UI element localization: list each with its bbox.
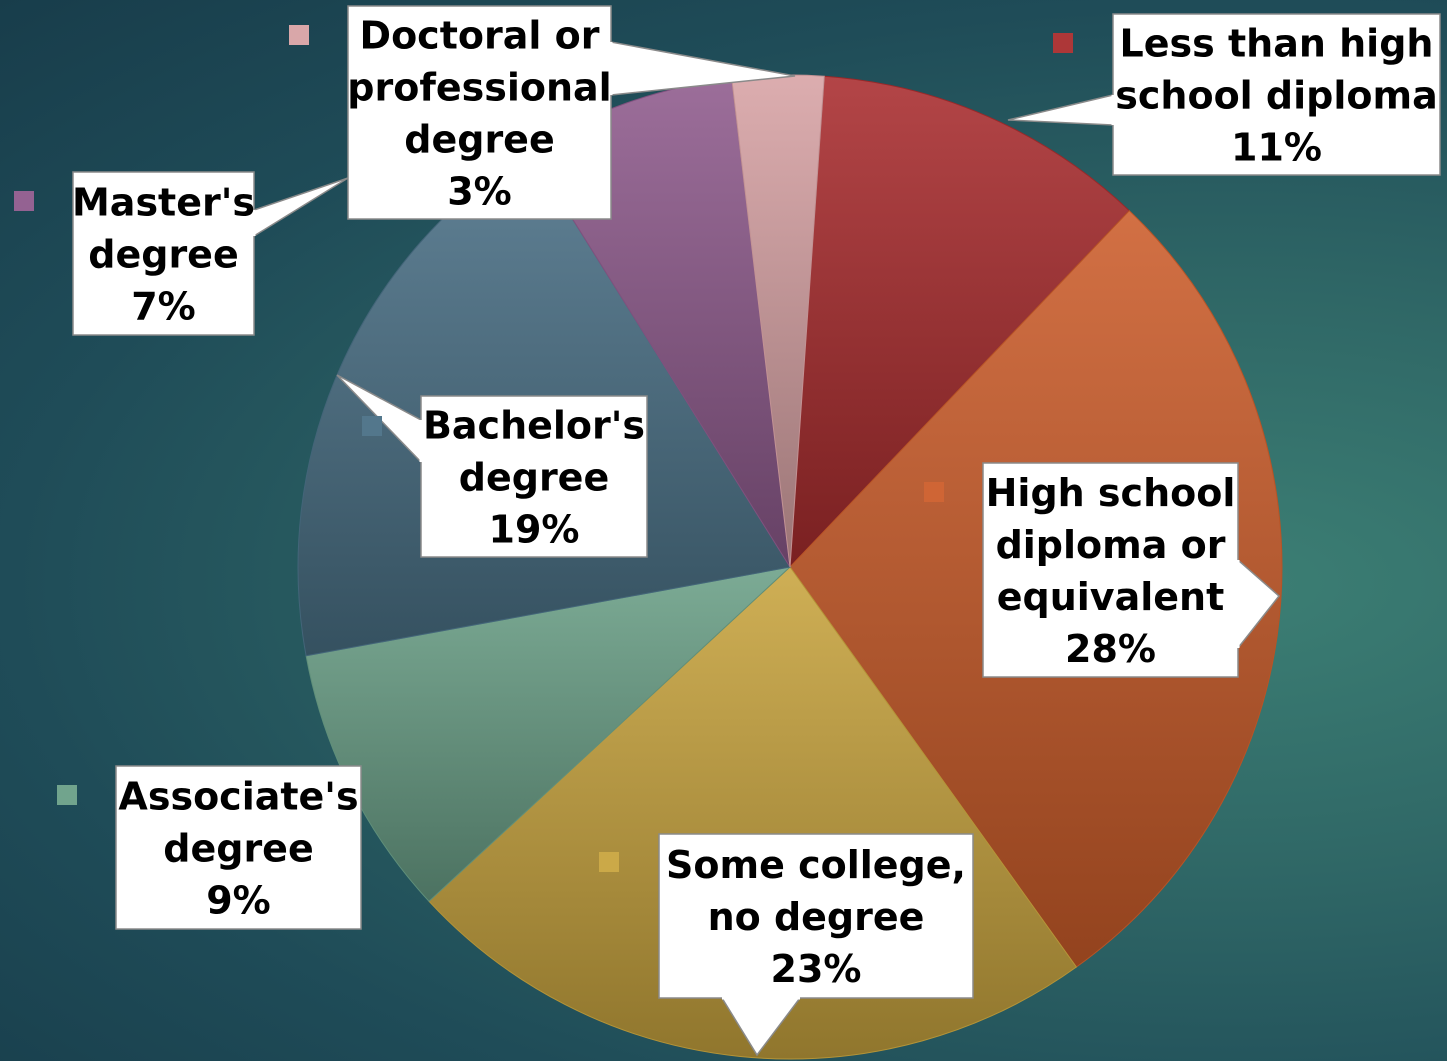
callout-box	[420, 395, 648, 558]
legend-marker-some-college-no-degree	[599, 852, 619, 872]
callout-box	[658, 833, 974, 999]
legend-marker-bachelor-s-degree	[362, 416, 382, 436]
legend-marker-high-school-diploma-or-equivalent	[924, 482, 944, 502]
callout-bachelor-s-degree: Bachelor's degree 19%	[336, 374, 648, 558]
slice-category-label: High school	[986, 471, 1236, 515]
slice-category-label: Master's	[72, 181, 255, 225]
callout-doctoral-or-professional-degree: Doctoral or professional degree 3%	[289, 5, 796, 220]
slice-category-label: Doctoral or	[360, 14, 600, 58]
legend-marker-doctoral-or-professional-degree	[289, 25, 309, 45]
slice-value-label: 9%	[206, 879, 271, 923]
callout-box	[115, 765, 362, 930]
slice-category-label: Associate's	[118, 775, 358, 819]
slice-category-label: equivalent	[997, 575, 1224, 619]
callout-box	[347, 5, 612, 220]
slice-value-label: 23%	[771, 947, 862, 991]
callout-high-school-diploma-or-equivalent: High school diploma or equivalent 28%	[924, 462, 1281, 678]
callout-less-than-high-school-diploma: Less than high school diploma 11%	[1007, 13, 1441, 176]
callout-box	[72, 171, 255, 336]
pie-slice-less-than-high-school-diploma	[789, 75, 1131, 569]
callout-pointer	[1007, 94, 1114, 126]
legend-marker-less-than-high-school-diploma	[1053, 33, 1073, 53]
callout-box	[1112, 13, 1441, 176]
slice-category-label: professional	[347, 66, 611, 110]
slice-category-label: school diploma	[1115, 74, 1437, 118]
slice-category-label: Less than high	[1120, 22, 1434, 66]
callout-associate-s-degree: Associate's degree 9%	[57, 765, 362, 930]
callout-master-s-degree: Master's degree 7%	[14, 171, 349, 336]
slice-category-label: no degree	[708, 895, 925, 939]
slice-value-label: 19%	[489, 508, 580, 552]
slice-value-label: 11%	[1231, 126, 1322, 170]
slice-category-label: degree	[88, 233, 238, 277]
slice-category-label: Some college,	[666, 843, 966, 887]
legend-marker-associate-s-degree	[57, 785, 77, 805]
slice-value-label: 28%	[1065, 627, 1156, 671]
slice-category-label: Bachelor's	[423, 404, 645, 448]
slice-category-label: degree	[459, 456, 609, 500]
slice-category-label: diploma or	[996, 523, 1226, 567]
slice-value-label: 3%	[447, 170, 512, 214]
slice-category-label: degree	[163, 827, 313, 871]
legend-marker-master-s-degree	[14, 191, 34, 211]
callout-labels: Less than high school diploma 11% High scho…	[14, 5, 1441, 1057]
callout-some-college-no-degree: Some college, no degree 23%	[599, 833, 974, 1057]
callout-box	[982, 462, 1239, 678]
slice-value-label: 7%	[131, 285, 196, 329]
callout-pointer	[253, 177, 349, 238]
slice-category-label: degree	[404, 118, 554, 162]
